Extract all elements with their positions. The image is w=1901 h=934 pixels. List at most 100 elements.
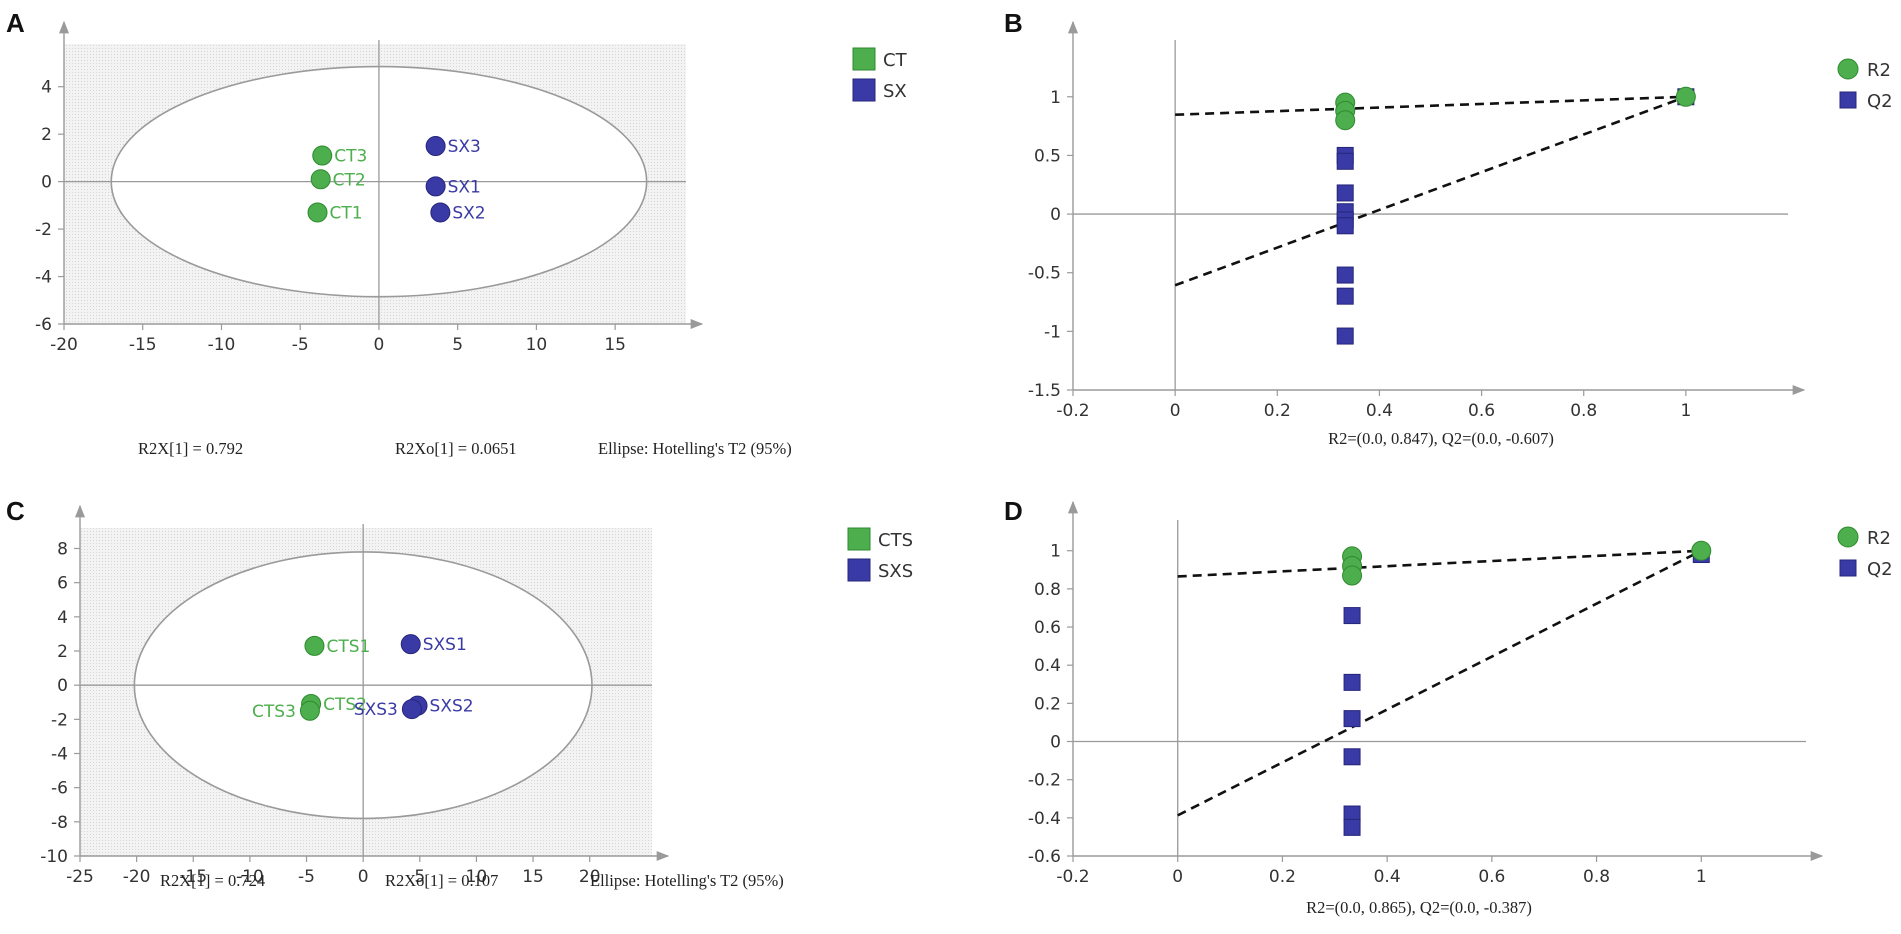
r2-regression-line (1177, 549, 1702, 578)
panel-letter-a: A (6, 8, 25, 38)
y-tick-label: -0.2 (1028, 771, 1061, 791)
x-tick-label: -5 (292, 335, 309, 355)
point-label-ct3: CT3 (334, 147, 367, 167)
y-tick-label: -4 (51, 745, 68, 765)
r2-point (1342, 565, 1363, 586)
x-tick-label: -25 (66, 867, 94, 887)
y-tick-label: 0.5 (1034, 146, 1061, 166)
caption-1: R2X[1] = 0.724 (160, 871, 265, 890)
y-tick-label: 6 (57, 574, 68, 594)
legend-swatch-r2 (1837, 58, 1859, 80)
q2-point (1336, 184, 1354, 202)
x-tick-label: 15 (604, 335, 626, 355)
y-tick-label: -0.4 (1028, 809, 1061, 829)
y-tick-label: -0.5 (1028, 264, 1061, 284)
x-tick-label: 15 (522, 867, 544, 887)
caption-1: R2X[1] = 0.792 (138, 439, 243, 458)
y-tick-label: -8 (51, 813, 68, 833)
q2-point (1336, 287, 1354, 305)
point-label-sx2: SX2 (452, 203, 485, 223)
x-tick-label: 5 (414, 867, 425, 887)
x-tick-label: 1 (1680, 401, 1691, 421)
panel-letter-c: C (6, 496, 25, 526)
point-cts3 (299, 700, 320, 721)
point-sx2 (430, 202, 451, 223)
legend-swatch-q2 (1839, 91, 1857, 109)
panel-c-score-plot: C -25 -20 -15 -10 -5 0 5 10 15 20-10-8-6-4-202468… (6, 496, 913, 890)
x-tick-label: 0.6 (1478, 867, 1505, 887)
caption-2: R2Xo[1] = 0.0651 (395, 439, 517, 458)
point-label-ct2: CT2 (333, 170, 366, 190)
q2-point (1343, 748, 1361, 766)
y-tick-label: -2 (51, 710, 68, 730)
x-tick-label: -10 (236, 867, 264, 887)
y-tick-label: 2 (57, 642, 68, 662)
x-tick-label: 0.2 (1264, 401, 1291, 421)
legend-label-q2: Q2 (1867, 91, 1893, 112)
x-tick-label: 10 (526, 335, 548, 355)
y-tick-label: 0 (57, 676, 68, 696)
point-label-cts1: CTS1 (326, 637, 370, 657)
q2-point (1336, 327, 1354, 345)
x-tick-label: 0.6 (1468, 401, 1495, 421)
y-tick-label: 0 (41, 173, 52, 193)
y-tick-label: 1 (1050, 88, 1061, 108)
q2-point (1336, 152, 1354, 170)
x-tick-label: 0.8 (1583, 867, 1610, 887)
legend-swatch-sxs (847, 558, 871, 582)
point-sx3 (425, 136, 446, 157)
y-tick-label: 0 (1050, 205, 1061, 225)
x-tick-label: -10 (208, 335, 236, 355)
legend-label-q2: Q2 (1867, 559, 1893, 580)
y-tick-label: -1 (1044, 322, 1061, 342)
x-tick-label: 0 (374, 335, 385, 355)
q2-point (1343, 673, 1361, 691)
x-tick-label: 0 (1172, 867, 1183, 887)
x-tick-label: 0 (358, 867, 369, 887)
y-tick-label: 0.2 (1034, 694, 1061, 714)
legend-swatch-r2 (1837, 526, 1859, 548)
point-ct3 (312, 145, 333, 166)
x-tick-label: 10 (466, 867, 488, 887)
legend-swatch-q2 (1839, 559, 1857, 577)
q2-regression-line (1174, 95, 1687, 287)
y-tick-label: 0.6 (1034, 618, 1061, 638)
q2-point (1336, 217, 1354, 235)
x-tick-label: -15 (179, 867, 207, 887)
point-ct1 (307, 202, 328, 223)
point-label-sxs2: SXS2 (430, 697, 474, 717)
q2-point (1343, 607, 1361, 625)
r2-point (1691, 540, 1712, 561)
y-tick-label: -2 (35, 220, 52, 240)
panel-b-permutation-plot: B -0.2 0 0.2 0.4 0.6 0.8 1 -1.5 -1 -0.5 0 0.5 1 R2 Q2 R… (1004, 8, 1893, 448)
point-label-sxs1: SXS1 (423, 635, 467, 655)
y-tick-label: -0.6 (1028, 847, 1061, 867)
y-tick-label: -6 (35, 315, 52, 335)
point-label-cts2: CTS2 (323, 695, 367, 715)
legend-swatch-sx (852, 78, 876, 102)
point-label-sx3: SX3 (448, 137, 481, 157)
r2-regression-line (1175, 95, 1686, 117)
panel-letter-d: D (1004, 496, 1023, 526)
y-tick-label: -1.5 (1028, 381, 1061, 401)
caption-3: Ellipse: Hotelling's T2 (95%) (598, 439, 792, 458)
caption-1: R2=(0.0, 0.847), Q2=(0.0, -0.607) (1328, 429, 1554, 448)
x-tick-label: -5 (298, 867, 315, 887)
caption-3: Ellipse: Hotelling's T2 (95%) (590, 871, 784, 890)
x-tick-label: 0.4 (1366, 401, 1393, 421)
legend-label-r2: R2 (1867, 60, 1891, 81)
y-tick-label: 0.8 (1034, 580, 1061, 600)
r2-point (1335, 110, 1356, 131)
x-tick-label: 0.4 (1374, 867, 1401, 887)
panel-a-score-plot: A -20 -15 -10 -5 0 5 10 15-6-4-2024CT3CT2CT1SX3… (6, 8, 908, 458)
caption-1: R2=(0.0, 0.865), Q2=(0.0, -0.387) (1306, 898, 1532, 917)
point-cts1 (304, 635, 325, 656)
point-label-cts3: CTS3 (252, 702, 296, 722)
y-tick-label: 4 (41, 78, 52, 98)
q2-point (1343, 710, 1361, 728)
x-tick-label: -20 (50, 335, 78, 355)
x-tick-label: 20 (579, 867, 601, 887)
r2-point (1675, 86, 1696, 107)
q2-point (1336, 266, 1354, 284)
